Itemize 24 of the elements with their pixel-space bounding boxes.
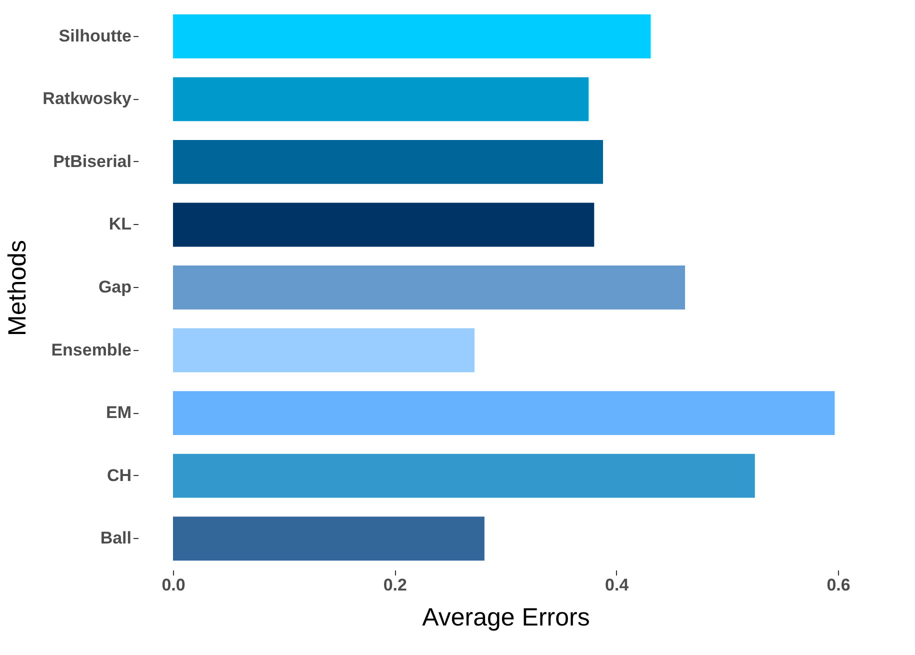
x-tick-label: 0.2	[383, 576, 407, 594]
y-tick-label: CH	[106, 466, 132, 485]
bar	[173, 391, 835, 436]
bar	[173, 140, 604, 184]
y-tick-label: KL	[108, 214, 132, 234]
bar	[173, 516, 484, 561]
bar	[173, 14, 651, 58]
bar	[173, 454, 755, 498]
y-tick-label: PtBiserial	[53, 152, 132, 171]
y-tick-label: Gap	[98, 278, 132, 296]
bar	[173, 328, 474, 372]
y-tick-label: Silhoutte	[58, 26, 132, 46]
y-tick-label: EM	[106, 403, 132, 422]
y-tick-label: Ball	[100, 528, 132, 548]
bar	[173, 77, 589, 122]
x-axis-title: Average Errors	[422, 604, 590, 632]
x-tick-label: 0.6	[826, 576, 850, 594]
y-axis-title: Methods	[4, 240, 32, 336]
y-tick-label: Ensemble	[51, 340, 132, 360]
x-tick-label: 0.4	[605, 576, 630, 594]
x-tick-label: 0.0	[162, 576, 186, 594]
bar	[173, 266, 686, 310]
bar	[173, 202, 594, 247]
y-tick-label: Ratkwosky	[42, 89, 132, 108]
